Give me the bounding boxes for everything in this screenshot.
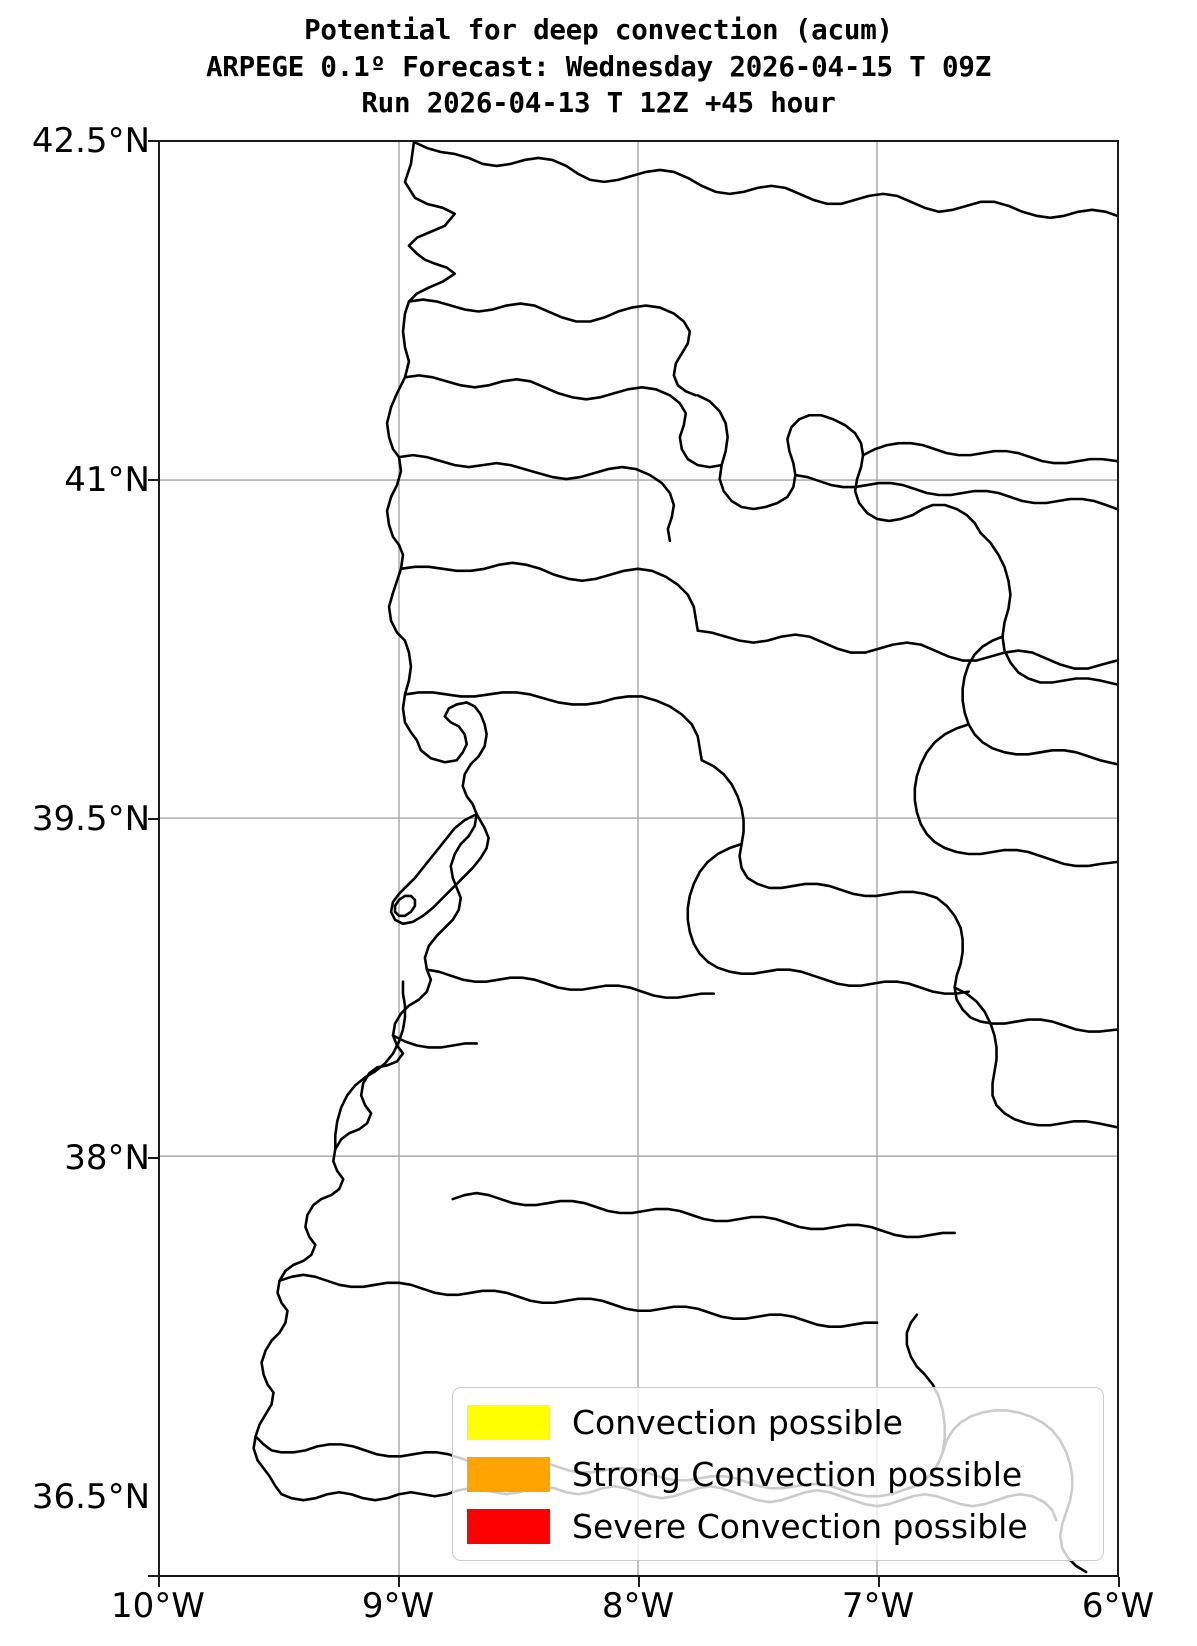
ytick-mark-42-5 — [148, 140, 158, 142]
tagus-estuary — [389, 812, 490, 926]
run-subtitle: Run 2026-04-13 T 12Z +45 hour — [361, 87, 836, 119]
ytick-label-42-5: 42.5°N — [31, 121, 150, 161]
legend-item-severe-convection-possible[interactable]: Severe Convection possible — [467, 1500, 1103, 1552]
map-legend[interactable]: Convection possible Strong Convection po… — [452, 1387, 1104, 1561]
district-border-porto-aveiro — [397, 453, 676, 543]
xtick-mark-8w — [638, 1577, 640, 1587]
legend-swatch-yellow — [467, 1404, 550, 1440]
xtick-mark-10w — [158, 1577, 160, 1587]
district-border-braga-porto — [403, 374, 723, 469]
spain-border-caceres-badajoz — [961, 635, 1117, 766]
ytick-mark-36-5 — [148, 1575, 158, 1577]
xtick-label-10w: 10°W — [111, 1586, 205, 1626]
tagus-estuary-inner — [393, 894, 417, 918]
district-border-aveiro-coimbra — [399, 561, 700, 632]
border-central-alentejo-spain — [700, 758, 1117, 1033]
spain-border-salamanca-caceres — [979, 531, 1117, 686]
spain-border-zamora — [861, 441, 1117, 465]
legend-label-severe-convection-possible: Severe Convection possible — [572, 1506, 1028, 1546]
ytick-label-36-5: 36.5°N — [31, 1477, 150, 1517]
xtick-label-9w: 9°W — [361, 1586, 435, 1626]
gridlines — [160, 142, 1117, 1575]
xtick-mark-7w — [878, 1577, 880, 1587]
ytick-label-38: 38°N — [64, 1138, 150, 1178]
spain-border-salamanca-north — [794, 473, 1117, 511]
ytick-label-41: 41°N — [64, 460, 150, 500]
legend-item-convection-possible[interactable]: Convection possible — [467, 1396, 1103, 1448]
district-border-coimbra-leiria — [403, 691, 704, 762]
forecast-subtitle: ARPEGE 0.1º Forecast: Wednesday 2026-04-… — [205, 50, 992, 83]
ytick-mark-38 — [148, 1157, 158, 1159]
map-svg — [160, 142, 1117, 1575]
map-plot-area: Convection possible Strong Convection po… — [158, 140, 1119, 1577]
legend-item-strong-convection-possible[interactable]: Strong Convection possible — [467, 1448, 1103, 1500]
sado-estuary — [391, 1034, 478, 1049]
district-border-beja-algarve — [278, 1273, 879, 1328]
legend-label-convection-possible: Convection possible — [572, 1402, 903, 1442]
legend-swatch-red — [467, 1508, 550, 1544]
district-border-guarda-castelobranco — [696, 629, 1117, 670]
ytick-mark-39-5 — [148, 818, 158, 820]
ytick-label-39-5: 39.5°N — [31, 799, 150, 839]
coastline-portugal-atlantic — [252, 142, 488, 1502]
district-border-setubal-evora — [425, 968, 715, 999]
legend-swatch-orange — [467, 1456, 550, 1492]
district-border-evora-beja — [451, 1191, 956, 1239]
spain-border-huelva — [953, 986, 1117, 1129]
title-block: Potential for deep convection (acum) ARP… — [0, 0, 1197, 118]
border-minho-galicia — [412, 142, 1117, 220]
legend-label-strong-convection-possible: Strong Convection possible — [572, 1454, 1023, 1494]
xtick-label-7w: 7°W — [841, 1586, 915, 1626]
district-border-viana-braga — [407, 298, 698, 397]
ytick-mark-41 — [148, 479, 158, 481]
border-douro-spain — [696, 393, 982, 535]
page-title: Potential for deep convection (acum) — [304, 14, 893, 46]
district-border-portalegre-evora — [686, 842, 970, 995]
district-border-santarem-lisboa — [333, 980, 407, 1151]
map-boundaries — [252, 142, 1117, 1522]
xtick-label-6w: 6°W — [1081, 1586, 1155, 1626]
xtick-mark-6w — [1118, 1577, 1120, 1587]
spain-border-badajoz-interior — [913, 723, 1117, 868]
xtick-label-8w: 8°W — [601, 1586, 675, 1626]
xtick-mark-9w — [398, 1577, 400, 1587]
